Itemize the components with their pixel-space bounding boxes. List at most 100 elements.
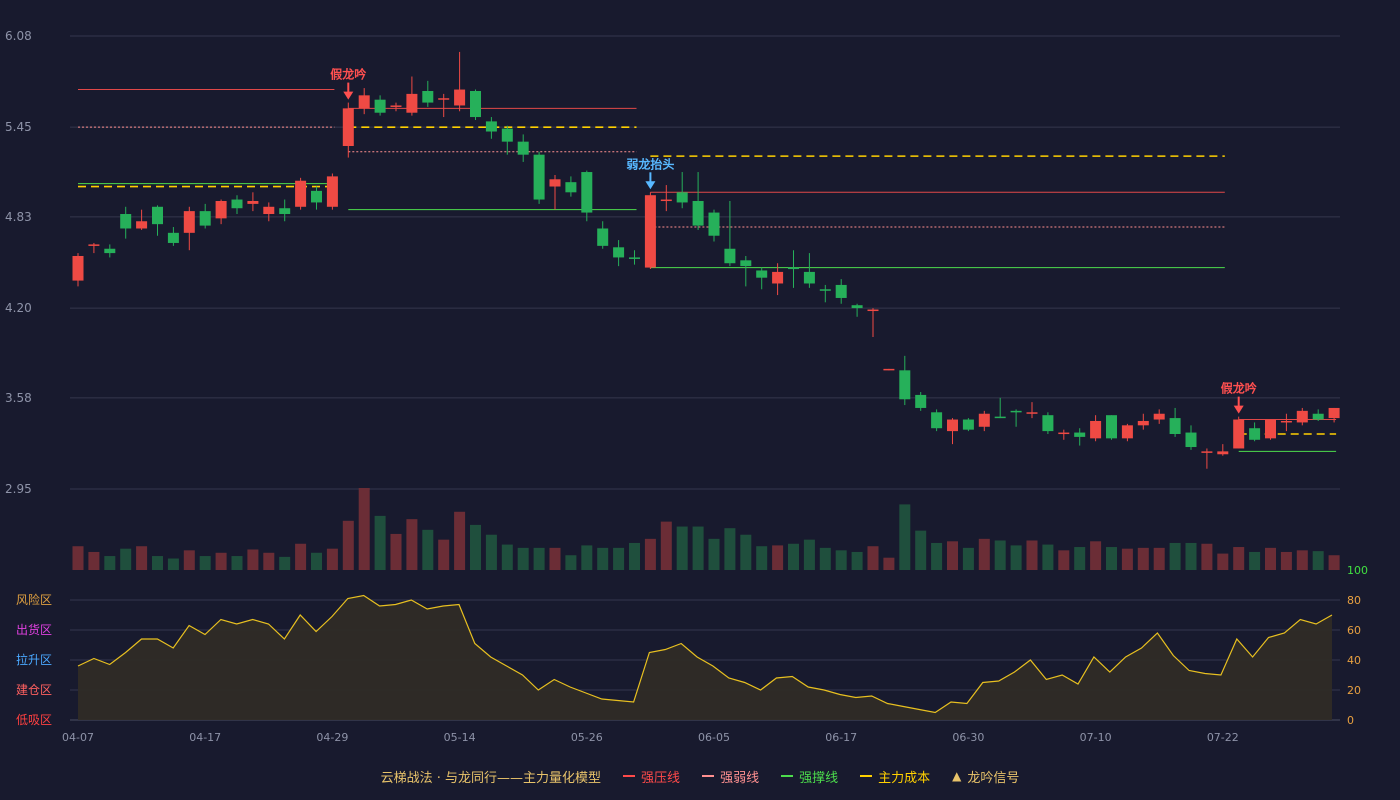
- candle: [1233, 416, 1245, 449]
- volume-bar: [1042, 544, 1054, 570]
- candle: [1169, 407, 1181, 437]
- candle: [1312, 409, 1324, 421]
- candle: [1010, 409, 1022, 427]
- volume-bar: [167, 558, 179, 570]
- candle-body: [931, 412, 943, 429]
- volume-bar: [565, 555, 577, 570]
- volume-bar: [311, 552, 322, 570]
- candle-body: [994, 416, 1006, 419]
- volume-bar: [740, 534, 752, 570]
- volume-bar: [104, 556, 116, 570]
- candle-body: [819, 289, 831, 291]
- candle-body: [851, 305, 863, 309]
- candle: [136, 209, 148, 230]
- volume-bar: [772, 545, 784, 570]
- legend-item-signal[interactable]: ▲ 龙吟信号: [952, 767, 1019, 786]
- candle: [549, 174, 561, 210]
- price-y-axis: 6.08 5.45 4.83 4.20 3.58 2.95: [5, 29, 32, 496]
- price-grid: [70, 35, 1340, 490]
- candle: [867, 308, 879, 338]
- x-tick-label: 05-14: [444, 731, 476, 744]
- candle-body: [247, 200, 259, 204]
- candle: [597, 221, 609, 249]
- legend-item-cost[interactable]: 主力成本: [860, 767, 930, 786]
- candle: [374, 95, 386, 116]
- volume-bar: [1106, 547, 1117, 570]
- candle: [1280, 413, 1292, 432]
- volume-bar: [1185, 542, 1197, 570]
- volume-bar: [629, 542, 640, 570]
- indicator-axis-label: 0: [1347, 714, 1354, 727]
- candle-body: [104, 248, 116, 254]
- signal-arrow-head: [1233, 405, 1244, 414]
- candle-body: [231, 199, 243, 209]
- legend-swatch: [702, 775, 715, 777]
- candle-body: [1153, 413, 1165, 420]
- candle-body: [788, 267, 799, 270]
- candle: [581, 170, 593, 222]
- candle-body: [962, 419, 974, 430]
- triangle-icon: ▲: [952, 769, 962, 783]
- y-tick-label: 2.95: [5, 482, 32, 496]
- x-tick-label: 04-07: [62, 731, 94, 744]
- volume-bar: [883, 557, 895, 570]
- candle-body: [136, 221, 148, 229]
- signal-label: 假龙吟: [330, 67, 366, 82]
- candle: [660, 185, 672, 212]
- signal-label: 弱龙抬头: [626, 156, 674, 171]
- volume-bar: [660, 521, 672, 570]
- y-tick-label: 3.58: [5, 391, 32, 405]
- volume-bar: [88, 551, 100, 570]
- candle: [1106, 415, 1117, 440]
- zone-label: 出货区: [16, 622, 52, 637]
- candle-body: [724, 248, 736, 264]
- candle: [390, 102, 402, 112]
- candle: [788, 250, 799, 288]
- candle: [915, 392, 927, 411]
- candle: [438, 93, 450, 118]
- candle: [565, 176, 577, 197]
- candle-body: [867, 309, 879, 312]
- volume-bar: [1280, 551, 1292, 570]
- candle-body: [1121, 425, 1133, 439]
- volume-bar: [136, 546, 148, 570]
- volume-bar: [501, 544, 513, 570]
- candle: [152, 205, 163, 236]
- candle-body: [485, 121, 497, 132]
- candle: [962, 418, 974, 432]
- indicator-area: [78, 595, 1332, 720]
- legend-item-support[interactable]: 强撑线: [781, 767, 838, 786]
- volume-bars: [72, 488, 1340, 570]
- volume-bar: [152, 556, 163, 570]
- candle: [613, 240, 625, 267]
- volume-bar: [517, 547, 529, 570]
- indicator-line: [77, 594, 1333, 714]
- candle: [1153, 409, 1165, 424]
- candle: [406, 76, 418, 116]
- volume-bar: [470, 524, 481, 570]
- candle-body: [676, 192, 688, 203]
- candlesticks: [72, 51, 1340, 469]
- candle: [851, 303, 863, 317]
- candle: [1058, 429, 1070, 440]
- candle-body: [978, 413, 990, 427]
- signal-arrow-head: [343, 91, 354, 100]
- volume-bar: [1328, 555, 1340, 570]
- candle-body: [120, 214, 132, 229]
- volume-bar: [947, 541, 958, 570]
- candle-body: [740, 260, 752, 267]
- x-tick-label: 07-10: [1080, 731, 1112, 744]
- candle: [644, 192, 656, 270]
- volume-bar: [358, 488, 370, 570]
- legend-item-weak[interactable]: 强弱线: [702, 767, 759, 786]
- volume-bar: [1153, 547, 1165, 570]
- x-tick-label: 04-29: [316, 731, 348, 744]
- legend-swatch: [781, 775, 794, 777]
- legend-item-resist[interactable]: 强压线: [623, 767, 680, 786]
- y-tick-label: 4.83: [5, 210, 32, 224]
- x-tick-label: 06-30: [952, 731, 984, 744]
- candle: [295, 177, 307, 210]
- candle: [120, 206, 132, 239]
- volume-bar: [756, 546, 768, 570]
